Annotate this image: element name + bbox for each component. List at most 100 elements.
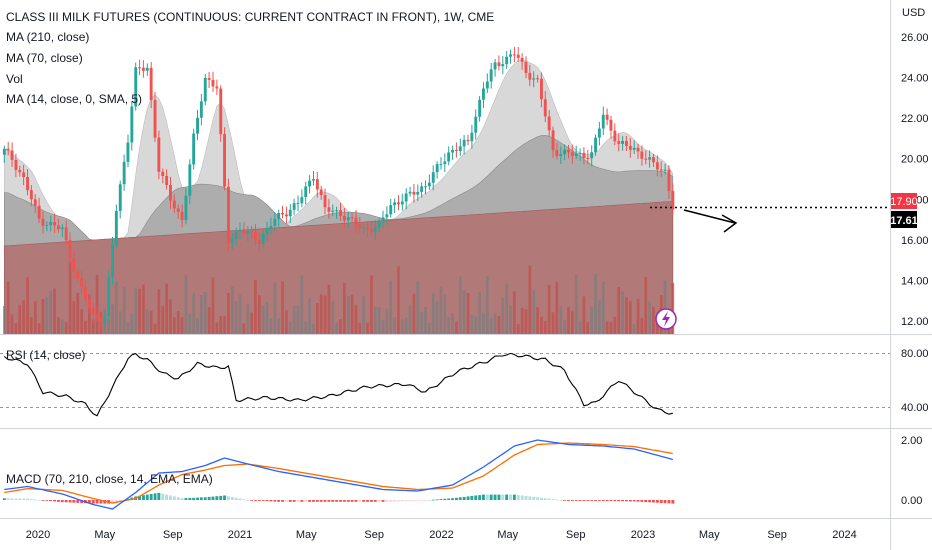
- candle-body[interactable]: [540, 78, 543, 100]
- candle-body[interactable]: [22, 172, 26, 177]
- candle-body[interactable]: [254, 232, 257, 241]
- candle-body[interactable]: [188, 164, 192, 196]
- candle-body[interactable]: [265, 228, 269, 235]
- candle-body[interactable]: [555, 150, 559, 156]
- candle-body[interactable]: [327, 207, 331, 212]
- candle-body[interactable]: [304, 186, 308, 197]
- candle-body[interactable]: [33, 199, 37, 206]
- legend-ma-210[interactable]: MA (210, close): [6, 30, 90, 44]
- candle-body[interactable]: [234, 231, 238, 239]
- candle-body[interactable]: [424, 186, 427, 188]
- candle-body[interactable]: [478, 99, 482, 117]
- candle-body[interactable]: [10, 150, 14, 160]
- macd-axis[interactable]: 2.00 0.00: [901, 435, 922, 507]
- candle-body[interactable]: [199, 101, 203, 118]
- chart-title[interactable]: CLASS III MILK FUTURES (CONTINUOUS: CURR…: [6, 10, 495, 24]
- main-price-pane[interactable]: [2, 46, 675, 337]
- candle-body[interactable]: [68, 240, 72, 259]
- candle-body[interactable]: [335, 210, 339, 212]
- candle-body[interactable]: [142, 67, 145, 71]
- candle-body[interactable]: [91, 307, 95, 315]
- candlesticks[interactable]: [2, 46, 675, 330]
- candle-body[interactable]: [246, 231, 250, 234]
- candle-body[interactable]: [551, 130, 555, 151]
- macd-pane[interactable]: [2, 439, 675, 510]
- candle-body[interactable]: [482, 88, 485, 100]
- candle-body[interactable]: [296, 203, 300, 205]
- candle-body[interactable]: [617, 141, 621, 144]
- candle-body[interactable]: [632, 147, 636, 150]
- legend-ma-70[interactable]: MA (70, close): [6, 51, 83, 65]
- candle-body[interactable]: [192, 133, 196, 165]
- candle-body[interactable]: [319, 189, 323, 196]
- candle-body[interactable]: [14, 159, 18, 170]
- candle-body[interactable]: [211, 79, 215, 87]
- candle-body[interactable]: [285, 214, 288, 217]
- candle-body[interactable]: [315, 179, 319, 190]
- candle-body[interactable]: [57, 225, 60, 230]
- candle-body[interactable]: [400, 201, 404, 205]
- candle-body[interactable]: [277, 213, 281, 219]
- rsi-line[interactable]: [3, 352, 673, 417]
- candle-body[interactable]: [126, 142, 130, 162]
- candle-body[interactable]: [462, 139, 466, 147]
- candle-body[interactable]: [431, 172, 435, 183]
- candle-body[interactable]: [149, 67, 153, 100]
- candle-body[interactable]: [509, 54, 512, 57]
- candle-body[interactable]: [574, 153, 578, 156]
- candle-body[interactable]: [184, 195, 188, 221]
- candle-body[interactable]: [145, 67, 149, 71]
- candle-body[interactable]: [153, 100, 157, 138]
- candle-body[interactable]: [404, 193, 408, 202]
- candle-body[interactable]: [655, 162, 659, 170]
- candle-body[interactable]: [323, 195, 327, 208]
- candle-body[interactable]: [373, 227, 377, 233]
- candle-body[interactable]: [381, 217, 385, 222]
- candle-body[interactable]: [497, 62, 501, 67]
- candle-body[interactable]: [501, 64, 505, 67]
- candle-body[interactable]: [659, 169, 663, 171]
- candle-body[interactable]: [628, 146, 632, 150]
- candle-body[interactable]: [99, 318, 103, 322]
- candle-body[interactable]: [652, 157, 655, 163]
- candle-body[interactable]: [590, 152, 594, 159]
- candle-body[interactable]: [567, 149, 570, 153]
- candle-body[interactable]: [114, 210, 118, 245]
- candle-body[interactable]: [543, 99, 547, 117]
- candle-body[interactable]: [176, 208, 180, 212]
- candle-body[interactable]: [520, 57, 524, 62]
- candle-body[interactable]: [493, 62, 497, 70]
- candle-body[interactable]: [408, 191, 412, 194]
- candle-body[interactable]: [439, 164, 443, 166]
- macd-line[interactable]: [4, 439, 673, 510]
- candle-body[interactable]: [640, 151, 644, 159]
- candle-body[interactable]: [350, 217, 354, 219]
- candle-body[interactable]: [122, 161, 126, 185]
- candle-body[interactable]: [138, 67, 141, 69]
- candle-body[interactable]: [362, 227, 366, 229]
- candle-body[interactable]: [377, 221, 381, 228]
- candle-body[interactable]: [663, 169, 667, 171]
- candle-body[interactable]: [269, 225, 273, 228]
- candle-body[interactable]: [528, 72, 532, 80]
- candle-body[interactable]: [64, 227, 68, 241]
- candle-body[interactable]: [80, 278, 84, 287]
- candle-body[interactable]: [281, 213, 284, 215]
- candle-body[interactable]: [84, 286, 87, 300]
- candle-body[interactable]: [103, 316, 107, 322]
- candle-body[interactable]: [250, 231, 254, 233]
- candle-body[interactable]: [594, 137, 597, 153]
- candle-body[interactable]: [397, 202, 400, 205]
- candle-body[interactable]: [447, 152, 451, 162]
- candle-body[interactable]: [532, 78, 536, 80]
- candle-body[interactable]: [118, 184, 122, 211]
- candle-body[interactable]: [49, 222, 53, 226]
- legend-volume[interactable]: Vol: [6, 72, 23, 86]
- candle-body[interactable]: [242, 229, 246, 234]
- candle-body[interactable]: [180, 211, 184, 221]
- candle-body[interactable]: [207, 78, 211, 80]
- candle-body[interactable]: [559, 154, 563, 156]
- candle-body[interactable]: [597, 128, 601, 138]
- candle-body[interactable]: [45, 225, 49, 226]
- candle-body[interactable]: [358, 224, 362, 229]
